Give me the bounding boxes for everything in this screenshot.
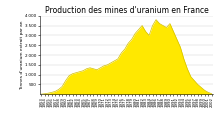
Title: Production des mines d'uranium en France: Production des mines d'uranium en France <box>45 6 208 15</box>
Y-axis label: Tonnes d'uranium extrait par an: Tonnes d'uranium extrait par an <box>20 20 24 90</box>
